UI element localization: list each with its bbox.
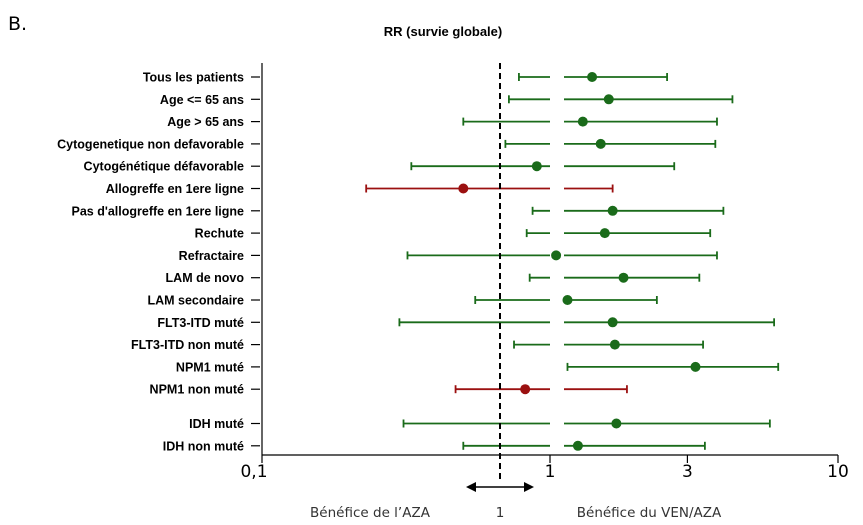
row-label: NPM1 muté xyxy=(176,360,244,374)
forest-row: Tous les patients xyxy=(143,71,668,85)
forest-row: Refractaire xyxy=(179,249,718,263)
benefit-arrow xyxy=(466,482,534,492)
estimate-point xyxy=(599,228,610,239)
row-label: Refractaire xyxy=(179,249,244,263)
estimate-point xyxy=(607,317,618,328)
estimate-point xyxy=(562,295,573,305)
estimate-point xyxy=(572,440,583,451)
x-tick-label: 1 xyxy=(545,462,556,482)
x-axis: 0,1 1 3 10 xyxy=(240,63,849,482)
forest-row: Age > 65 ans xyxy=(167,115,718,129)
estimate-point xyxy=(587,72,598,82)
forest-row: Age <= 65 ans xyxy=(160,93,734,107)
row-label: Tous les patients xyxy=(143,71,244,85)
estimate-point xyxy=(690,361,701,372)
estimate-point xyxy=(551,250,562,261)
forest-row: FLT3-ITD non muté xyxy=(131,338,704,352)
estimate-point xyxy=(607,205,618,216)
forest-row: Rechute xyxy=(195,227,712,241)
row-label: Allogreffe en 1ere ligne xyxy=(106,182,244,196)
row-label: IDH non muté xyxy=(163,439,244,453)
forest-row: IDH muté xyxy=(189,417,771,431)
x-tick-label: 10 xyxy=(827,462,849,482)
row-label: Cytogénétique défavorable xyxy=(84,160,244,174)
forest-row: IDH non muté xyxy=(163,439,706,453)
forest-row: LAM de novo xyxy=(166,271,701,285)
estimate-point xyxy=(609,339,620,350)
forest-row: NPM1 muté xyxy=(176,360,780,374)
row-label: LAM de novo xyxy=(166,271,245,285)
row-label: Pas d'allogreffe en 1ere ligne xyxy=(72,204,245,218)
forest-row: FLT3-ITD muté xyxy=(157,316,776,330)
annotation-center: 1 xyxy=(496,505,505,521)
estimate-point xyxy=(595,138,606,149)
forest-row: LAM secondaire xyxy=(147,294,658,308)
estimate-point xyxy=(458,183,469,194)
estimate-point xyxy=(520,384,531,395)
rows-layer: Tous les patients Age <= 65 ans Age > 65 a… xyxy=(57,71,780,453)
chart-title: RR (survie globale) xyxy=(384,24,502,39)
row-label: Age > 65 ans xyxy=(167,115,244,129)
panel-label: B. xyxy=(8,13,27,35)
row-label: FLT3-ITD non muté xyxy=(131,338,244,352)
forest-row: Pas d'allogreffe en 1ere ligne xyxy=(72,204,725,218)
annotation-left: Bénéfice de l’AZA xyxy=(310,505,431,521)
estimate-point xyxy=(611,418,622,429)
forest-row: Cytogenetique non defavorable xyxy=(57,137,717,151)
x-tick-label: 0,1 xyxy=(240,462,267,482)
estimate-point xyxy=(603,94,614,105)
row-label: NPM1 non muté xyxy=(150,383,244,397)
row-label: Age <= 65 ans xyxy=(160,93,244,107)
row-label: Rechute xyxy=(195,227,244,241)
forest-row: Cytogénétique défavorable xyxy=(84,160,676,174)
x-tick-label: 3 xyxy=(682,462,693,482)
estimate-point xyxy=(618,272,629,283)
row-label: IDH muté xyxy=(189,417,244,431)
annotation-right: Bénéfice du VEN/AZA xyxy=(577,505,722,521)
row-label: FLT3-ITD muté xyxy=(157,316,244,330)
forest-row: NPM1 non muté xyxy=(150,383,628,397)
row-label: LAM secondaire xyxy=(147,294,244,308)
row-label: Cytogenetique non defavorable xyxy=(57,137,244,151)
estimate-point xyxy=(577,116,588,127)
estimate-point xyxy=(531,161,542,172)
forest-row: Allogreffe en 1ere ligne xyxy=(106,182,614,196)
